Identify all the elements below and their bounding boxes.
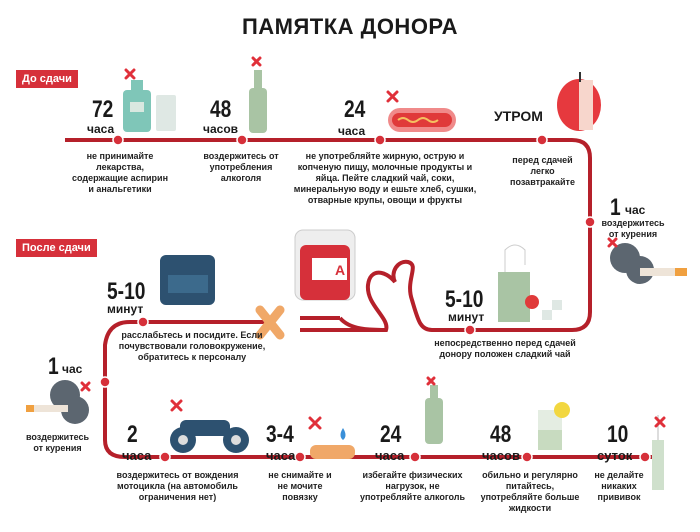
- step-description: перед сдачей легко позавтракайте: [510, 155, 575, 187]
- hotdog-icon: [388, 108, 456, 132]
- apple-icon: [557, 72, 601, 131]
- blood-bag-label: A: [335, 262, 346, 278]
- cigarette-icon: [610, 243, 687, 284]
- step-number: 10: [607, 421, 629, 448]
- blood-bag-icon: [294, 229, 356, 301]
- timeline-dots: [99, 134, 651, 463]
- step-description: не снимайте и не мочите повязку: [268, 470, 332, 502]
- bandage-icon: [310, 428, 355, 459]
- step-description: непосредственно перед сдачей донору поло…: [434, 338, 576, 359]
- step-number: 5-10: [107, 278, 146, 305]
- step-unit: часа: [266, 448, 296, 463]
- step-description: не принимайте лекарства, содержащие аспи…: [71, 151, 169, 194]
- step-unit: часов: [482, 448, 520, 463]
- step-description: воздержитесь от курения: [601, 218, 665, 239]
- glass-lemon-icon: [538, 402, 570, 450]
- step-unit: часа: [87, 122, 115, 136]
- step-number: 24: [380, 421, 402, 448]
- cigarette-icon: [26, 380, 89, 424]
- step-description: не делайте никаких прививок: [594, 470, 644, 502]
- step-number: 2: [127, 421, 138, 448]
- section-after-label: После сдачи: [16, 239, 97, 257]
- step-description: расслабьтесь и посидите. Если почувствов…: [118, 330, 266, 362]
- armchair-icon: [160, 255, 215, 305]
- motorcycle-icon: [170, 420, 249, 453]
- medicine-bottle-pills-icon: [123, 80, 176, 132]
- step-number: 5-10: [445, 286, 484, 313]
- step-unit: часа: [375, 448, 405, 463]
- step-unit: часа: [122, 448, 152, 463]
- step-unit: минут: [107, 302, 144, 316]
- step-description: не употребляйте жирную, острую и копчену…: [293, 151, 477, 205]
- step-unit: часа: [338, 124, 366, 138]
- step-description: воздержитесь от употребления алкоголя: [203, 151, 279, 183]
- tea-icon: [498, 244, 562, 322]
- step-number: 48: [490, 421, 512, 448]
- step-description: воздержитесь от вождения мотоцикла (на а…: [116, 470, 239, 502]
- step-unit: час: [62, 362, 83, 376]
- step-description: избегайте физических нагрузок, не употре…: [359, 470, 466, 502]
- section-before-label: До сдачи: [16, 70, 78, 88]
- forbidden-x-icons: [80, 56, 666, 430]
- step-description: воздержитесь от курения: [25, 432, 90, 453]
- timeline-line: [65, 138, 662, 459]
- bottle-icon: [249, 70, 267, 133]
- step-unit: минут: [448, 310, 485, 324]
- step-number: 1: [610, 194, 621, 221]
- step-number: 48: [210, 96, 232, 123]
- step-number: 3-4: [266, 421, 294, 448]
- step-number: 72: [92, 96, 114, 123]
- page-title: ПАМЯТКА ДОНОРА: [241, 14, 459, 39]
- step-unit: суток: [597, 448, 633, 463]
- bottle-icon: [425, 385, 443, 444]
- step-number: УТРОМ: [494, 108, 543, 124]
- step-number: 1: [48, 353, 59, 380]
- bandage-x-icon: [255, 305, 285, 340]
- step-unit: час: [625, 203, 646, 217]
- step-number: 24: [344, 96, 366, 123]
- step-unit: часов: [203, 122, 239, 136]
- step-description: обильно и регулярно питайтесь, употребля…: [480, 470, 580, 513]
